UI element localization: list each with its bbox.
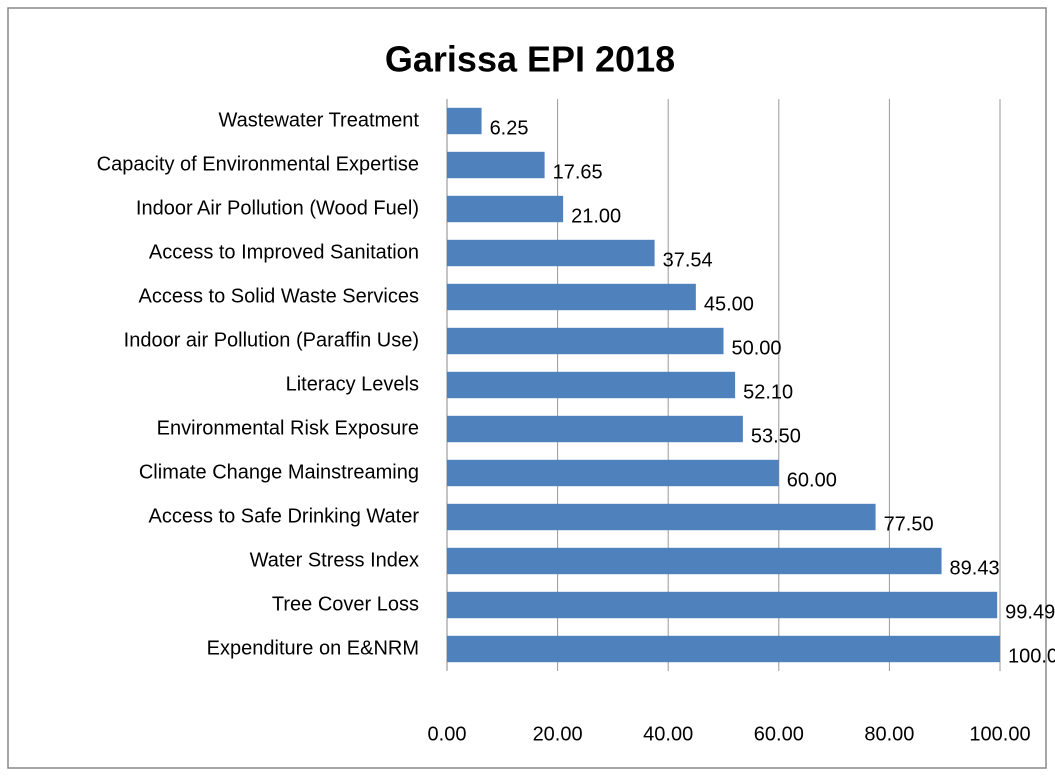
y-tick-label: Water Stress Index bbox=[250, 549, 419, 571]
y-tick-label: Tree Cover Loss bbox=[272, 593, 419, 615]
x-tick-label: 0.00 bbox=[428, 723, 467, 745]
y-tick-label: Expenditure on E&NRM bbox=[207, 637, 419, 659]
value-label: 21.00 bbox=[571, 205, 621, 227]
bar bbox=[447, 327, 724, 355]
value-label: 52.10 bbox=[743, 381, 793, 403]
y-tick-label: Indoor Air Pollution (Wood Fuel) bbox=[136, 197, 419, 219]
bar bbox=[447, 195, 564, 223]
bar bbox=[447, 283, 696, 311]
bar bbox=[447, 371, 736, 399]
y-tick-label: Indoor air Pollution (Paraffin Use) bbox=[124, 329, 419, 351]
y-tick-label: Environmental Risk Exposure bbox=[157, 417, 419, 439]
y-tick-label: Access to Improved Sanitation bbox=[149, 241, 419, 263]
value-label: 6.25 bbox=[490, 117, 529, 139]
value-label: 37.54 bbox=[663, 249, 713, 271]
bar bbox=[447, 107, 482, 135]
bar bbox=[447, 635, 1000, 663]
bar bbox=[447, 503, 876, 531]
y-tick-label: Literacy Levels bbox=[286, 373, 419, 395]
x-tick-label: 80.00 bbox=[864, 723, 914, 745]
y-tick-label: Climate Change Mainstreaming bbox=[139, 461, 419, 483]
y-tick-label: Access to Safe Drinking Water bbox=[149, 505, 420, 527]
chart-title: Garissa EPI 2018 bbox=[385, 39, 675, 80]
bar bbox=[447, 547, 942, 575]
x-tick-label: 20.00 bbox=[533, 723, 583, 745]
bar bbox=[447, 591, 998, 619]
x-tick-label: 40.00 bbox=[643, 723, 693, 745]
value-label: 50.00 bbox=[732, 337, 782, 359]
x-tick-label: 60.00 bbox=[754, 723, 804, 745]
bar bbox=[447, 151, 545, 179]
value-label: 89.43 bbox=[950, 557, 1000, 579]
value-label: 45.00 bbox=[704, 293, 754, 315]
value-label: 17.65 bbox=[553, 161, 603, 183]
value-label: 100.00 bbox=[1008, 645, 1055, 667]
bar bbox=[447, 239, 655, 267]
x-tick-label: 100.00 bbox=[969, 723, 1030, 745]
bar bbox=[447, 415, 743, 443]
value-label: 99.49 bbox=[1005, 601, 1055, 623]
value-label: 77.50 bbox=[884, 513, 934, 535]
value-label: 60.00 bbox=[787, 469, 837, 491]
y-tick-label: Wastewater Treatment bbox=[219, 109, 420, 131]
y-tick-label: Access to Solid Waste Services bbox=[139, 285, 419, 307]
bar bbox=[447, 459, 779, 487]
value-label: 53.50 bbox=[751, 425, 801, 447]
y-tick-label: Capacity of Environmental Expertise bbox=[97, 153, 419, 175]
